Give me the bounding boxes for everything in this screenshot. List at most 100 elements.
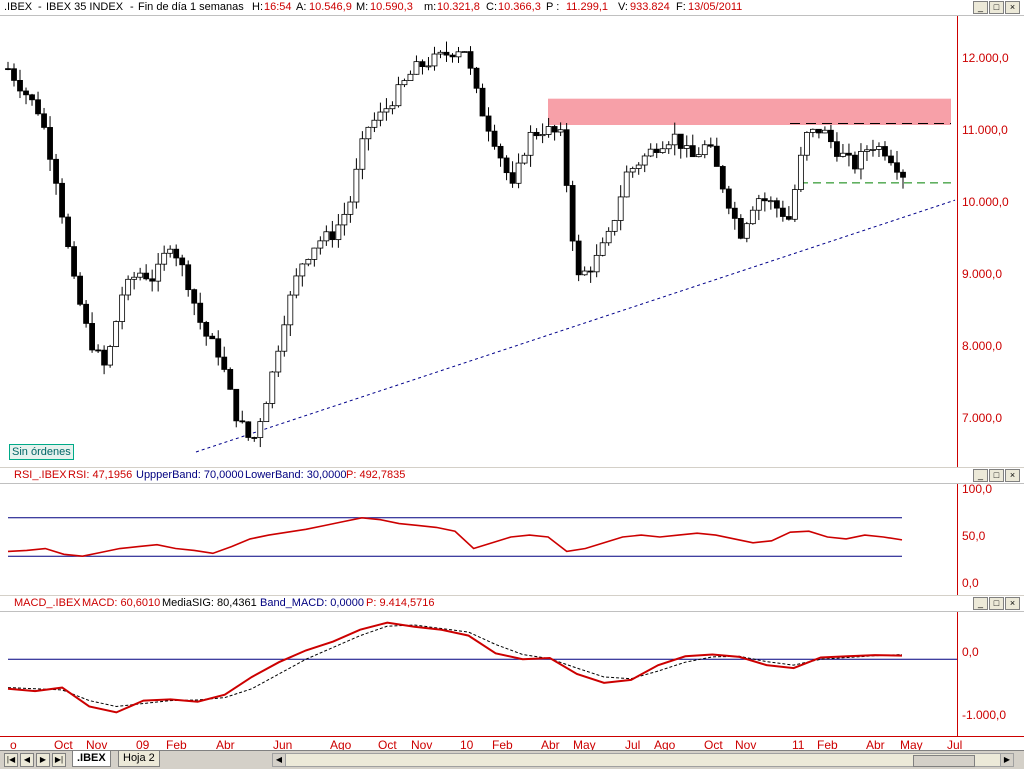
candle-body [431,53,438,67]
candle-body [779,207,786,217]
candle-body [611,220,618,232]
candle-body [341,213,348,226]
header-h: 16:54 [264,1,292,13]
x-tick-label: 11 [792,738,805,752]
candle-body [233,388,240,422]
price-chart[interactable] [0,16,958,467]
candle-body [11,68,17,81]
candle-body [269,371,276,404]
candle-body [828,129,834,143]
x-axis: o Oct Nov 09 Feb Abr Jun Ago Oct Nov 10 Feb Abr May Ju… [0,736,1024,752]
candle-body [665,144,672,150]
y-tick-label: 0,0 [962,576,979,590]
candle-body [761,198,768,202]
candle-body [575,240,582,276]
candle-body [5,68,11,71]
candle-body [671,133,678,146]
close-button[interactable]: × [1005,1,1020,14]
candle-body [581,270,588,276]
candle-body [281,324,288,352]
candle-body [347,201,354,215]
x-tick-label: 09 [136,738,150,752]
rsi-p: P: 492,7835 [346,469,406,481]
candle-body [449,54,456,58]
candle-body [719,166,726,190]
candle-body [689,145,696,158]
candle-body [599,242,606,256]
candle-body [533,131,540,137]
candle-body [17,80,23,92]
candle-body [773,200,780,209]
candle-body [894,162,900,173]
macd-y-axis: -1.000,0 0,0 [957,612,1024,736]
candle-body [203,322,210,337]
candle-body [419,61,426,67]
prev-sheet-icon[interactable]: ◀ [20,753,34,767]
candle-body [47,127,53,160]
candle-body [119,294,126,322]
candle-body [888,155,894,164]
tab-hoja-2[interactable]: Hoja 2 [118,751,160,767]
header-m-low: 10.321,8 [437,1,480,13]
maximize-button[interactable]: □ [989,1,1004,14]
x-tick-label: Oct [704,738,723,752]
candle-body [749,209,756,225]
candle-body [101,349,108,366]
candle-body [515,162,522,184]
candle-body [725,188,732,209]
minimize-button[interactable]: _ [973,597,988,610]
macd-signal-line [7,624,903,707]
candle-body [569,185,576,242]
candle-body [173,248,180,259]
candle-body [659,148,666,153]
candle-body [275,350,282,373]
candle-body [785,216,792,220]
last-sheet-icon[interactable]: ▶| [52,753,66,767]
symbol: .IBEX [4,1,33,13]
maximize-button[interactable]: □ [989,597,1004,610]
minimize-button[interactable]: _ [973,469,988,482]
horizontal-scrollbar[interactable]: ◀ ▶ [272,753,1014,767]
tab-ibex[interactable]: .IBEX [72,751,111,767]
macd-p: P: 9.414,5716 [366,597,435,609]
maximize-button[interactable]: □ [989,469,1004,482]
close-button[interactable]: × [1005,469,1020,482]
candle-body [701,144,708,156]
candle-body [353,168,360,203]
candle-body [377,111,384,121]
scroll-right-icon[interactable]: ▶ [1000,754,1013,766]
x-tick-label: Abr [216,738,235,752]
candle-body [245,421,252,438]
rsi-line [7,516,903,558]
macd-chart[interactable] [0,612,958,736]
candle-body [677,133,684,149]
orders-badge[interactable]: Sin órdenes [9,444,74,460]
candle-body [53,158,59,184]
rsi-panel-header: RSI_.IBEX RSI: 47,1956 UppperBand: 70,00… [0,468,1024,484]
rsi-chart[interactable] [0,484,958,595]
candle-body [149,278,156,282]
scroll-thumb[interactable] [913,755,975,767]
header-a: 10.546,9 [309,1,352,13]
candle-body [587,270,594,273]
y-tick-label: 10.000,0 [962,195,1009,209]
x-tick-label: Abr [866,738,885,752]
header-v: 933.824 [630,1,670,13]
header-f: 13/05/2011 [688,1,743,13]
scroll-left-icon[interactable]: ◀ [273,754,286,766]
header-m-high: 10.590,3 [370,1,413,13]
candle-body [834,141,840,157]
candle-body [641,155,648,166]
candle-body [846,152,852,156]
candle-body [870,149,876,151]
candle-body [89,323,95,351]
close-button[interactable]: × [1005,597,1020,610]
candle-body [113,321,120,347]
candle-body [509,172,516,184]
first-sheet-icon[interactable]: |◀ [4,753,18,767]
minimize-button[interactable]: _ [973,1,988,14]
next-sheet-icon[interactable]: ▶ [36,753,50,767]
y-tick-label: 100,0 [962,482,993,496]
candle-body [263,403,270,423]
header-c: 10.366,3 [498,1,541,13]
